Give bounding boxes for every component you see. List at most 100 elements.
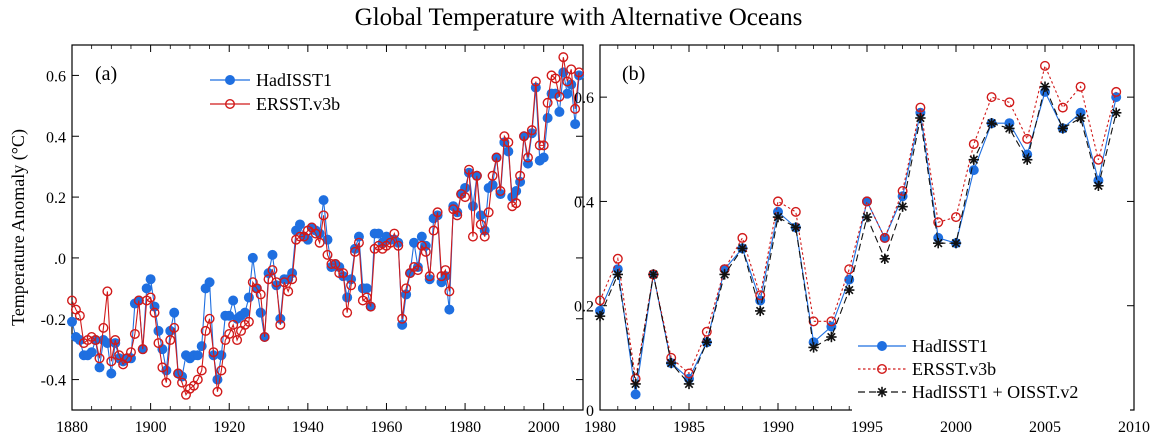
data-point <box>1075 81 1086 92</box>
data-point <box>169 307 180 318</box>
y-tick-label: 0.2 <box>574 299 594 316</box>
data-point <box>808 342 819 353</box>
y-tick-label: 0.2 <box>46 190 66 207</box>
data-point <box>271 277 282 288</box>
data-point <box>648 269 659 280</box>
data-point <box>562 76 573 87</box>
data-point <box>1057 123 1068 134</box>
data-point <box>515 170 526 181</box>
data-point <box>228 319 239 330</box>
data-point <box>424 271 435 282</box>
data-point <box>157 362 168 373</box>
y-tick-label: -0.2 <box>41 312 66 329</box>
data-point <box>773 196 784 207</box>
data-point <box>737 243 748 254</box>
data-point <box>412 265 423 276</box>
data-point <box>701 337 712 348</box>
data-point <box>737 232 748 243</box>
data-point <box>460 192 471 203</box>
y-tick-label: -0.4 <box>41 373 66 390</box>
data-point <box>67 316 78 327</box>
data-point <box>432 207 443 218</box>
data-point <box>986 92 997 103</box>
data-point <box>550 73 561 84</box>
data-point <box>526 125 537 136</box>
data-point <box>216 365 227 376</box>
y-tick-label: 0.6 <box>46 68 66 85</box>
data-point <box>844 284 855 296</box>
data-point <box>630 378 641 390</box>
data-point <box>790 222 801 233</box>
data-point <box>267 265 278 276</box>
data-point <box>511 198 522 209</box>
data-point <box>98 322 109 333</box>
data-point <box>475 219 486 230</box>
data-point <box>487 179 498 190</box>
data-point <box>102 286 113 297</box>
x-tick-label: 1920 <box>213 419 245 436</box>
series-hadisst1 <box>67 67 585 385</box>
data-point <box>479 231 490 242</box>
data-point <box>86 347 97 358</box>
data-point <box>790 206 801 217</box>
data-point <box>897 201 908 212</box>
data-point <box>110 335 121 346</box>
x-tick-label: 1985 <box>673 419 705 436</box>
data-point <box>471 170 482 181</box>
data-point <box>467 231 478 242</box>
data-point <box>1075 112 1086 124</box>
series-line <box>71 57 580 397</box>
data-point <box>755 290 766 301</box>
data-point <box>224 328 235 339</box>
data-point <box>145 292 156 303</box>
data-point <box>1093 180 1104 191</box>
data-point <box>826 316 837 327</box>
data-point <box>397 313 408 324</box>
legend-label: ERSST.v3b <box>912 359 996 379</box>
data-point <box>255 307 266 318</box>
data-point <box>145 274 156 285</box>
panel-a: 1880 1900 1920 1940 1960 1980 2000 -0.4 -0.2 .0 0.… <box>8 44 585 436</box>
data-point <box>570 103 581 114</box>
x-tick-label: 2010 <box>1118 419 1150 436</box>
data-point <box>416 231 427 242</box>
data-point <box>495 185 506 196</box>
panel-b: 1980 1985 1990 1995 2000 2005 2010 0 0.2 0.4 0.6 (b… <box>574 44 1150 436</box>
y-tick-label: .0 <box>54 251 66 268</box>
x-tick-label: 1900 <box>135 419 167 436</box>
legend-label: HadISST1 <box>256 70 332 90</box>
data-point <box>129 328 140 339</box>
data-point <box>534 140 545 151</box>
data-point <box>283 286 294 297</box>
legend-background <box>852 336 1130 413</box>
data-point <box>239 307 250 318</box>
data-point <box>173 368 184 379</box>
data-point <box>570 119 581 130</box>
data-point <box>491 152 502 163</box>
legend-marker <box>877 364 888 375</box>
data-point <box>330 259 341 270</box>
data-point <box>90 335 101 346</box>
data-point <box>594 310 606 322</box>
data-point <box>1022 133 1033 144</box>
data-point <box>452 210 463 221</box>
data-point <box>464 164 475 175</box>
data-point <box>350 246 361 257</box>
data-point <box>346 280 357 291</box>
data-point <box>1111 107 1122 118</box>
x-tick-label: 1980 <box>584 419 616 436</box>
data-point <box>153 338 164 349</box>
data-point <box>772 211 784 223</box>
legend: HadISST1 ERSST.v3b <box>210 70 340 114</box>
data-point <box>483 207 494 218</box>
data-point <box>467 201 478 212</box>
data-point <box>294 231 305 242</box>
data-point <box>133 295 144 306</box>
data-point <box>950 237 962 249</box>
data-point <box>137 344 148 355</box>
data-point <box>574 67 585 78</box>
legend-marker <box>224 75 235 86</box>
data-point <box>255 289 266 300</box>
x-tick-label: 1990 <box>762 419 794 436</box>
data-point <box>844 264 855 275</box>
